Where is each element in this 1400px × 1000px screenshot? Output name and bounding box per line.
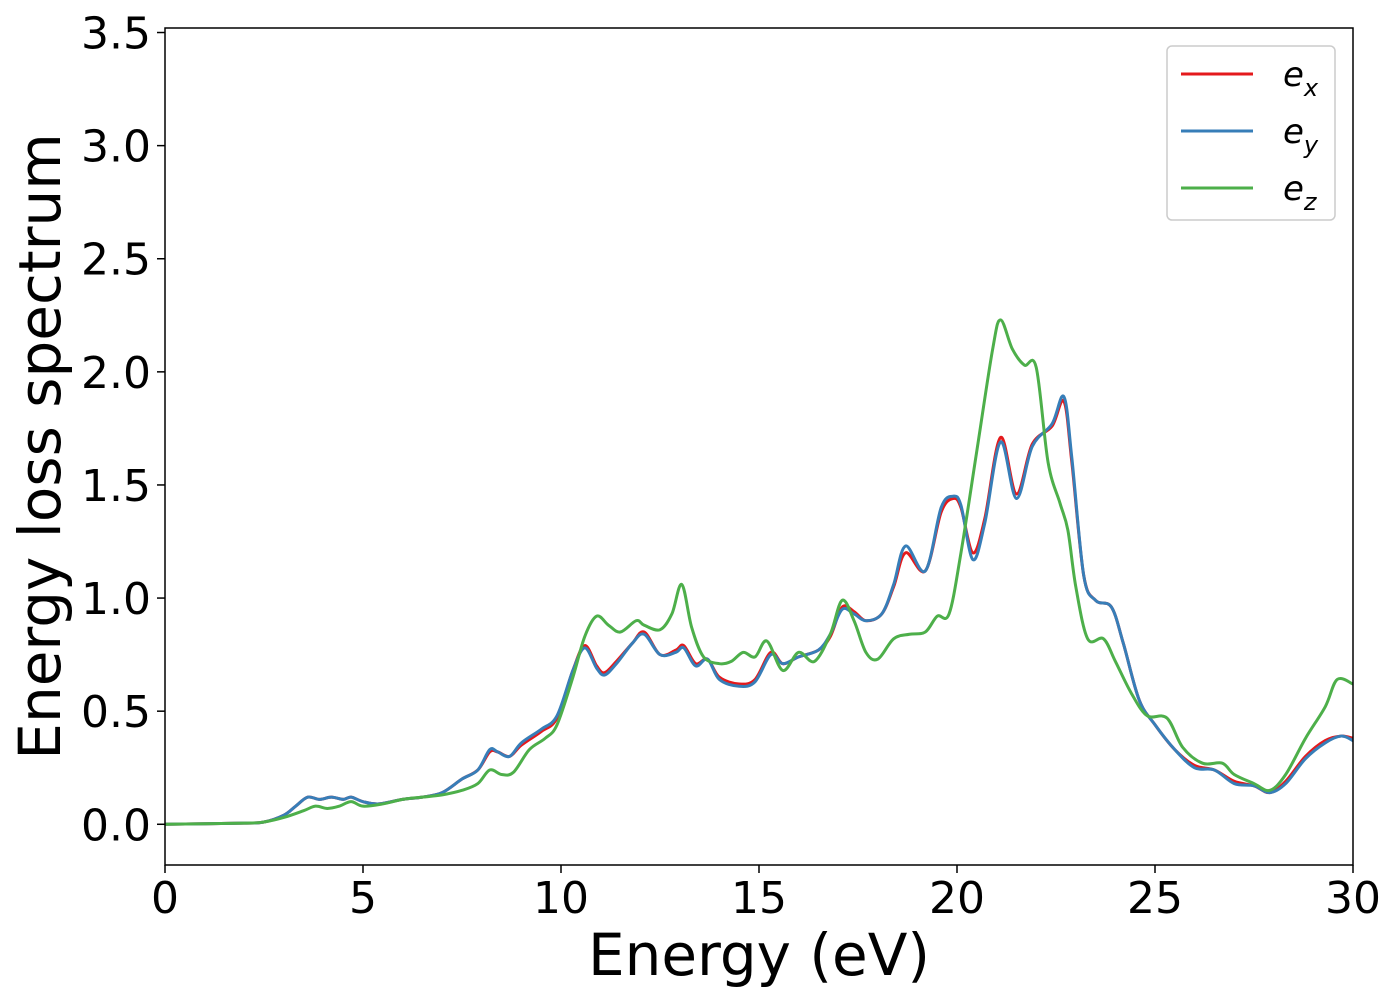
legend-label-subscript: x <box>1303 74 1319 102</box>
legend-label-y: ey <box>1283 112 1319 159</box>
x-tick-label: 25 <box>1127 873 1183 924</box>
y-tick-label: 0.5 <box>81 687 151 738</box>
series-line-z <box>165 318 1353 826</box>
x-tick-label: 20 <box>929 873 985 924</box>
series-line-y <box>165 394 1353 826</box>
legend-label-base: e <box>1283 112 1304 152</box>
series-line-x <box>165 398 1353 826</box>
y-tick-label: 3.5 <box>81 9 151 60</box>
x-tick-label: 0 <box>151 873 179 924</box>
y-axis: 0.0 0.5 1.0 1.5 2.0 2.5 3.0 3.5 <box>81 9 165 851</box>
y-tick-label: 1.0 <box>81 574 151 625</box>
legend-label-x: ex <box>1283 55 1319 102</box>
x-tick-label: 30 <box>1325 873 1381 924</box>
y-axis-title: Energy loss spectrum <box>6 133 74 759</box>
series-layer <box>165 318 1353 826</box>
legend-label-subscript: z <box>1303 188 1318 216</box>
x-tick-label: 10 <box>533 873 589 924</box>
legend-label-base: e <box>1283 55 1304 95</box>
y-tick-label: 2.5 <box>81 235 151 286</box>
y-tick-label: 2.0 <box>81 348 151 399</box>
x-tick-label: 5 <box>349 873 377 924</box>
y-tick-label: 1.5 <box>81 461 151 512</box>
x-axis: 0 5 10 15 20 25 30 <box>151 865 1381 924</box>
legend-label-z: ez <box>1283 169 1318 216</box>
legend-box <box>1166 45 1336 221</box>
legend-label-base: e <box>1283 169 1304 209</box>
y-tick-label: 0.0 <box>81 800 151 851</box>
legend-label-subscript: y <box>1303 131 1319 159</box>
x-axis-title: Energy (eV) <box>588 921 930 989</box>
x-tick-label: 15 <box>731 873 787 924</box>
y-tick-label: 3.0 <box>81 122 151 173</box>
